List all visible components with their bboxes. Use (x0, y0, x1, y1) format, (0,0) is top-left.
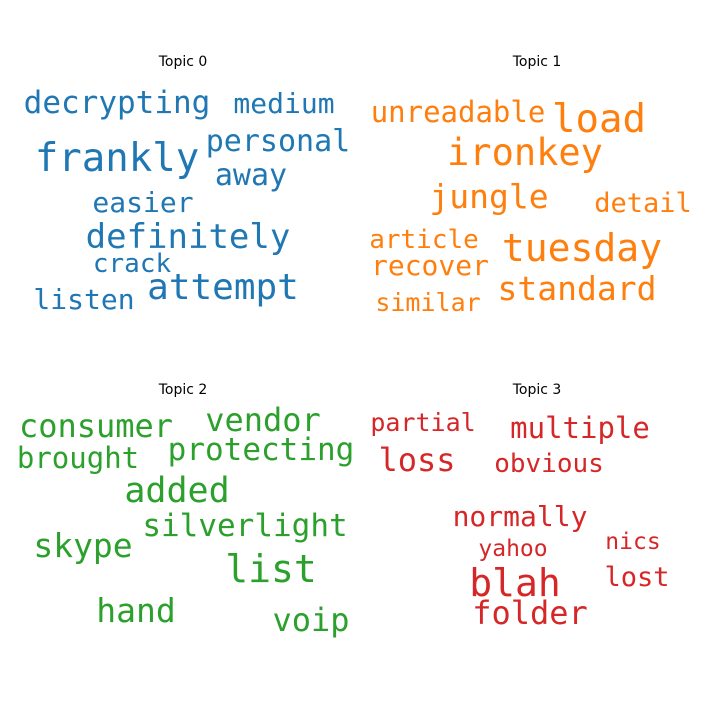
topic-1-word-standard: standard (498, 269, 657, 308)
topic-2-word-list: list (225, 547, 317, 591)
topic-0-word-decrypting: decrypting (24, 85, 211, 121)
topic-3-word-normally: normally (453, 500, 588, 533)
topic-0-words: frankly attempt definitely decryptingperson… (24, 85, 351, 316)
topic-0-word-frankly: frankly (35, 136, 199, 181)
topic-2-title: Topic 2 (158, 382, 208, 398)
topic-1-word-jungle: jungle (429, 177, 548, 216)
topic-1-word-tuesday: tuesday (502, 226, 662, 270)
topic-1-word-recover: recover (371, 249, 489, 282)
topic-1-word-unreadable: unreadable (371, 95, 546, 129)
topic-2-word-brought: brought (17, 441, 139, 475)
topic-1-words: load tuesday ironkey standard jungle unreadab… (369, 95, 692, 317)
topic-0-word-crack: crack (93, 249, 172, 279)
topic-2-word-added: added (124, 471, 229, 511)
topic-1-word-detail: detail (594, 188, 692, 219)
topic-1-word-similar: similar (375, 288, 480, 317)
topic-0-word-definitely: definitely (86, 217, 291, 257)
topic-0-word-easier: easier (92, 186, 193, 219)
topic-3-title: Topic 3 (512, 382, 562, 398)
topic-panel-0: Topic 0 frankly attempt definitely decrypti… (24, 54, 351, 316)
topic-3-word-yahoo: yahoo (478, 536, 547, 562)
topic-0-word-listen: listen (33, 283, 134, 316)
topic-3-word-blah: blah (469, 561, 561, 605)
topic-2-word-protecting: protecting (168, 432, 355, 468)
topic-2-word-hand: hand (96, 591, 175, 630)
topic-3-word-loss: loss (378, 441, 455, 479)
topic-3-word-multiple: multiple (510, 411, 650, 445)
topic-0-word-medium: medium (233, 87, 334, 120)
topic-0-title: Topic 0 (158, 54, 208, 70)
topic-panel-1: Topic 1 load tuesday ironkey standard jungle… (369, 54, 692, 317)
topic-3-word-partial: partial (370, 408, 475, 437)
topic-panel-2: Topic 2 list added skype hand voip vendor cons… (17, 382, 354, 639)
topic-1-word-article: article (369, 225, 479, 255)
topic-3-word-obvious: obvious (494, 449, 604, 479)
topic-3-word-nics: nics (605, 529, 660, 555)
topic-1-title: Topic 1 (512, 54, 562, 70)
topic-0-word-personal: personal (206, 124, 351, 159)
topic-3-word-folder: folder (472, 594, 588, 632)
topic-2-word-skype: skype (33, 526, 132, 565)
topic-2-word-silverlight: silverlight (142, 508, 347, 544)
topic-1-word-load: load (552, 97, 646, 142)
topic-1-word-ironkey: ironkey (447, 131, 603, 174)
topic-2-word-voip: voip (272, 601, 349, 639)
topic-3-word-lost: lost (604, 562, 669, 593)
topic-2-word-vendor: vendor (205, 401, 321, 439)
topic-0-word-away: away (215, 158, 287, 193)
topic-2-words: list added skype hand voip vendor consumer silv… (17, 401, 354, 639)
topic-2-word-consumer: consumer (19, 407, 173, 445)
topic-0-word-attempt: attempt (147, 267, 299, 308)
